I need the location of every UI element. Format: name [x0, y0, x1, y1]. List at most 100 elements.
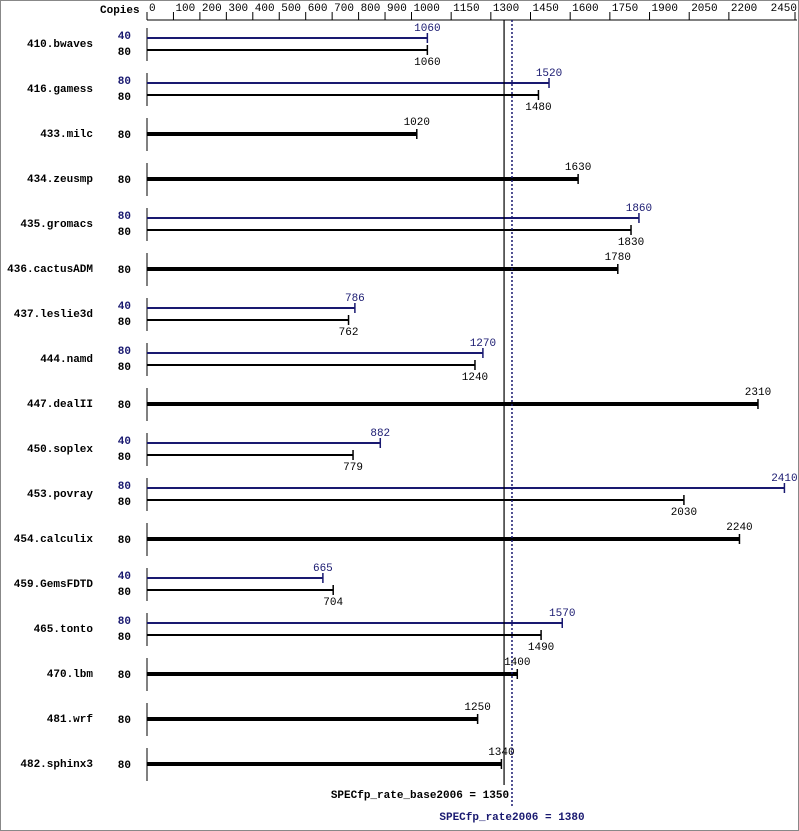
x-tick-label: 2050 [691, 3, 717, 15]
bar [147, 267, 618, 271]
bar [147, 442, 381, 444]
value-label: 1400 [504, 657, 530, 669]
copies-label: 40 [118, 31, 131, 43]
copies-label: 80 [118, 452, 131, 464]
copies-label: 80 [118, 76, 131, 88]
benchmark-name: 436.cactusADM [7, 264, 93, 276]
benchmark-name: 454.calculix [14, 534, 94, 546]
value-label: 1340 [488, 747, 514, 759]
x-tick-label: 0 [149, 3, 156, 15]
copies-label: 80 [118, 362, 131, 374]
value-label: 1250 [464, 702, 490, 714]
value-label: 2310 [745, 387, 771, 399]
copies-label: 80 [118, 587, 131, 599]
value-label: 762 [339, 327, 359, 339]
copies-label: 80 [118, 175, 131, 187]
bar [147, 577, 323, 579]
x-tick-label: 1300 [493, 3, 519, 15]
benchmark-name: 437.leslie3d [14, 309, 93, 321]
value-label: 1240 [462, 372, 488, 384]
value-label: 1270 [470, 338, 496, 350]
x-tick-label: 1000 [413, 3, 439, 15]
copies-label: 80 [118, 47, 131, 59]
copies-label: 80 [118, 497, 131, 509]
value-label: 779 [343, 462, 363, 474]
value-label: 786 [345, 293, 365, 305]
bar [147, 717, 478, 721]
x-tick-label: 500 [281, 3, 301, 15]
copies-label: 80 [118, 227, 131, 239]
x-tick-label: 2450 [771, 3, 797, 15]
copies-label: 80 [118, 715, 131, 727]
benchmark-name: 482.sphinx3 [20, 759, 93, 771]
bar [147, 634, 542, 636]
bar [147, 132, 417, 136]
copies-label: 80 [118, 265, 131, 277]
x-tick-label: 200 [202, 3, 222, 15]
value-label: 2240 [726, 522, 752, 534]
bar [147, 454, 354, 456]
copies-label: 80 [118, 211, 131, 223]
benchmark-name: 465.tonto [34, 624, 94, 636]
x-tick-label: 2200 [731, 3, 757, 15]
value-label: 1490 [528, 642, 554, 654]
bar [147, 82, 550, 84]
bar [147, 177, 579, 181]
x-tick-label: 1150 [453, 3, 479, 15]
copies-label: 80 [118, 481, 131, 493]
value-label: 1060 [414, 57, 440, 69]
x-tick-label: 100 [175, 3, 195, 15]
bar [147, 364, 475, 366]
copies-label: 80 [118, 760, 131, 772]
benchmark-name: 459.GemsFDTD [14, 579, 94, 591]
copies-label: 80 [118, 317, 131, 329]
x-tick-label: 400 [255, 3, 275, 15]
x-tick-label: 700 [334, 3, 354, 15]
x-tick-label: 1450 [533, 3, 559, 15]
x-tick-label: 900 [387, 3, 407, 15]
bar [147, 762, 502, 766]
bar [147, 307, 355, 309]
copies-label: 40 [118, 571, 131, 583]
value-label: 704 [323, 597, 343, 609]
copies-label: 80 [118, 92, 131, 104]
copies-label: 80 [118, 670, 131, 682]
bar [147, 49, 428, 51]
value-label: 882 [370, 428, 390, 440]
value-label: 1780 [605, 252, 631, 264]
x-tick-label: 1600 [572, 3, 598, 15]
bar [147, 352, 483, 354]
x-tick-label: 600 [308, 3, 328, 15]
bar [147, 94, 539, 96]
copies-label: 80 [118, 535, 131, 547]
value-label: 1630 [565, 162, 591, 174]
bar [147, 499, 684, 501]
benchmark-name: 434.zeusmp [27, 174, 93, 186]
benchmark-name: 453.povray [27, 489, 93, 501]
x-tick-label: 300 [228, 3, 248, 15]
benchmark-name: 481.wrf [47, 714, 94, 726]
copies-label: 80 [118, 616, 131, 628]
copies-label: 80 [118, 632, 131, 644]
benchmark-name: 410.bwaves [27, 39, 93, 51]
bar [147, 217, 639, 219]
value-label: 2410 [771, 473, 797, 485]
value-label: 1480 [525, 102, 551, 114]
benchmark-name: 450.soplex [27, 444, 93, 456]
copies-header: Copies [100, 5, 140, 17]
bar [147, 487, 785, 489]
benchmark-name: 435.gromacs [20, 219, 93, 231]
benchmark-name: 470.lbm [47, 669, 94, 681]
bar [147, 229, 632, 231]
bar [147, 319, 349, 321]
reference-label: SPECfp_rate_base2006 = 1350 [331, 790, 509, 802]
value-label: 665 [313, 563, 333, 575]
benchmark-name: 416.gamess [27, 84, 93, 96]
value-label: 1830 [618, 237, 644, 249]
bar [147, 37, 428, 39]
benchmark-name: 447.dealII [27, 399, 93, 411]
x-tick-label: 1900 [652, 3, 678, 15]
bar [147, 589, 334, 591]
